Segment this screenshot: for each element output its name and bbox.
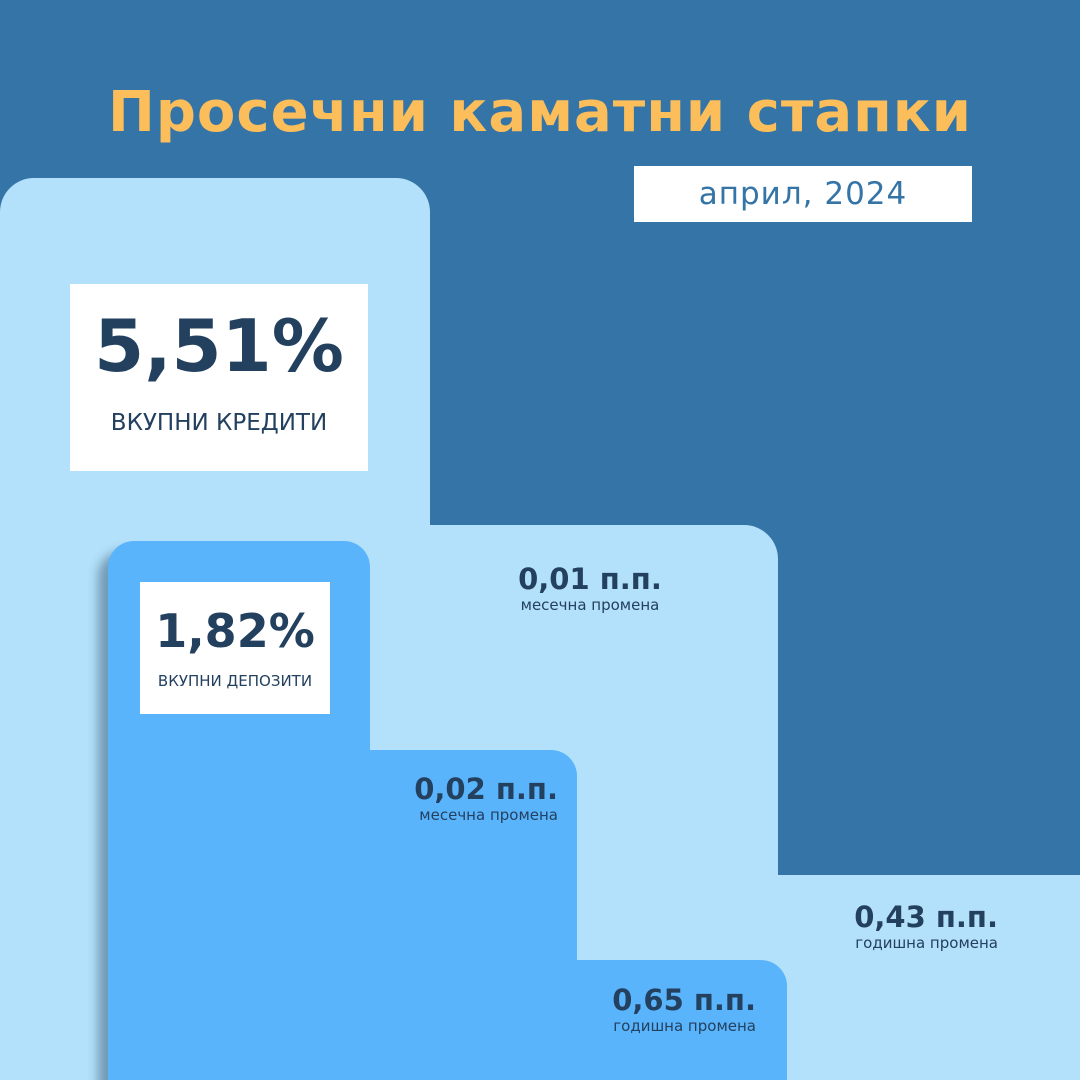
deposits-monthly-change: 0,02 п.п. месечна промена: [378, 772, 558, 824]
loans-monthly-value: 0,01 п.п.: [518, 562, 662, 596]
deposits-monthly-value: 0,02 п.п.: [414, 772, 558, 806]
loans-yearly-change: 0,43 п.п. годишна промена: [818, 900, 998, 952]
deposits-step-3: [108, 960, 787, 1080]
deposits-value: 1,82%: [155, 604, 315, 658]
loans-label: ВКУПНИ КРЕДИТИ: [110, 410, 328, 436]
deposits-label: ВКУПНИ ДЕПОЗИТИ: [157, 672, 313, 690]
loans-monthly-label: месечна промена: [520, 596, 660, 614]
period-badge: април, 2024: [634, 166, 972, 222]
loans-yearly-value: 0,43 п.п.: [854, 900, 998, 934]
loans-value: 5,51%: [94, 304, 344, 388]
page-title: Просечни каматни стапки: [107, 80, 973, 145]
deposits-card: 1,82% ВКУПНИ ДЕПОЗИТИ: [140, 582, 330, 714]
deposits-yearly-change: 0,65 п.п. годишна промена: [576, 983, 756, 1035]
deposits-yearly-label: годишна промена: [613, 1017, 756, 1035]
deposits-monthly-label: месечна промена: [419, 806, 558, 824]
deposits-yearly-value: 0,65 п.п.: [612, 983, 756, 1017]
loans-yearly-label: годишна промена: [855, 934, 998, 952]
loans-card: 5,51% ВКУПНИ КРЕДИТИ: [70, 284, 368, 471]
loans-monthly-change: 0,01 п.п. месечна промена: [500, 562, 680, 614]
